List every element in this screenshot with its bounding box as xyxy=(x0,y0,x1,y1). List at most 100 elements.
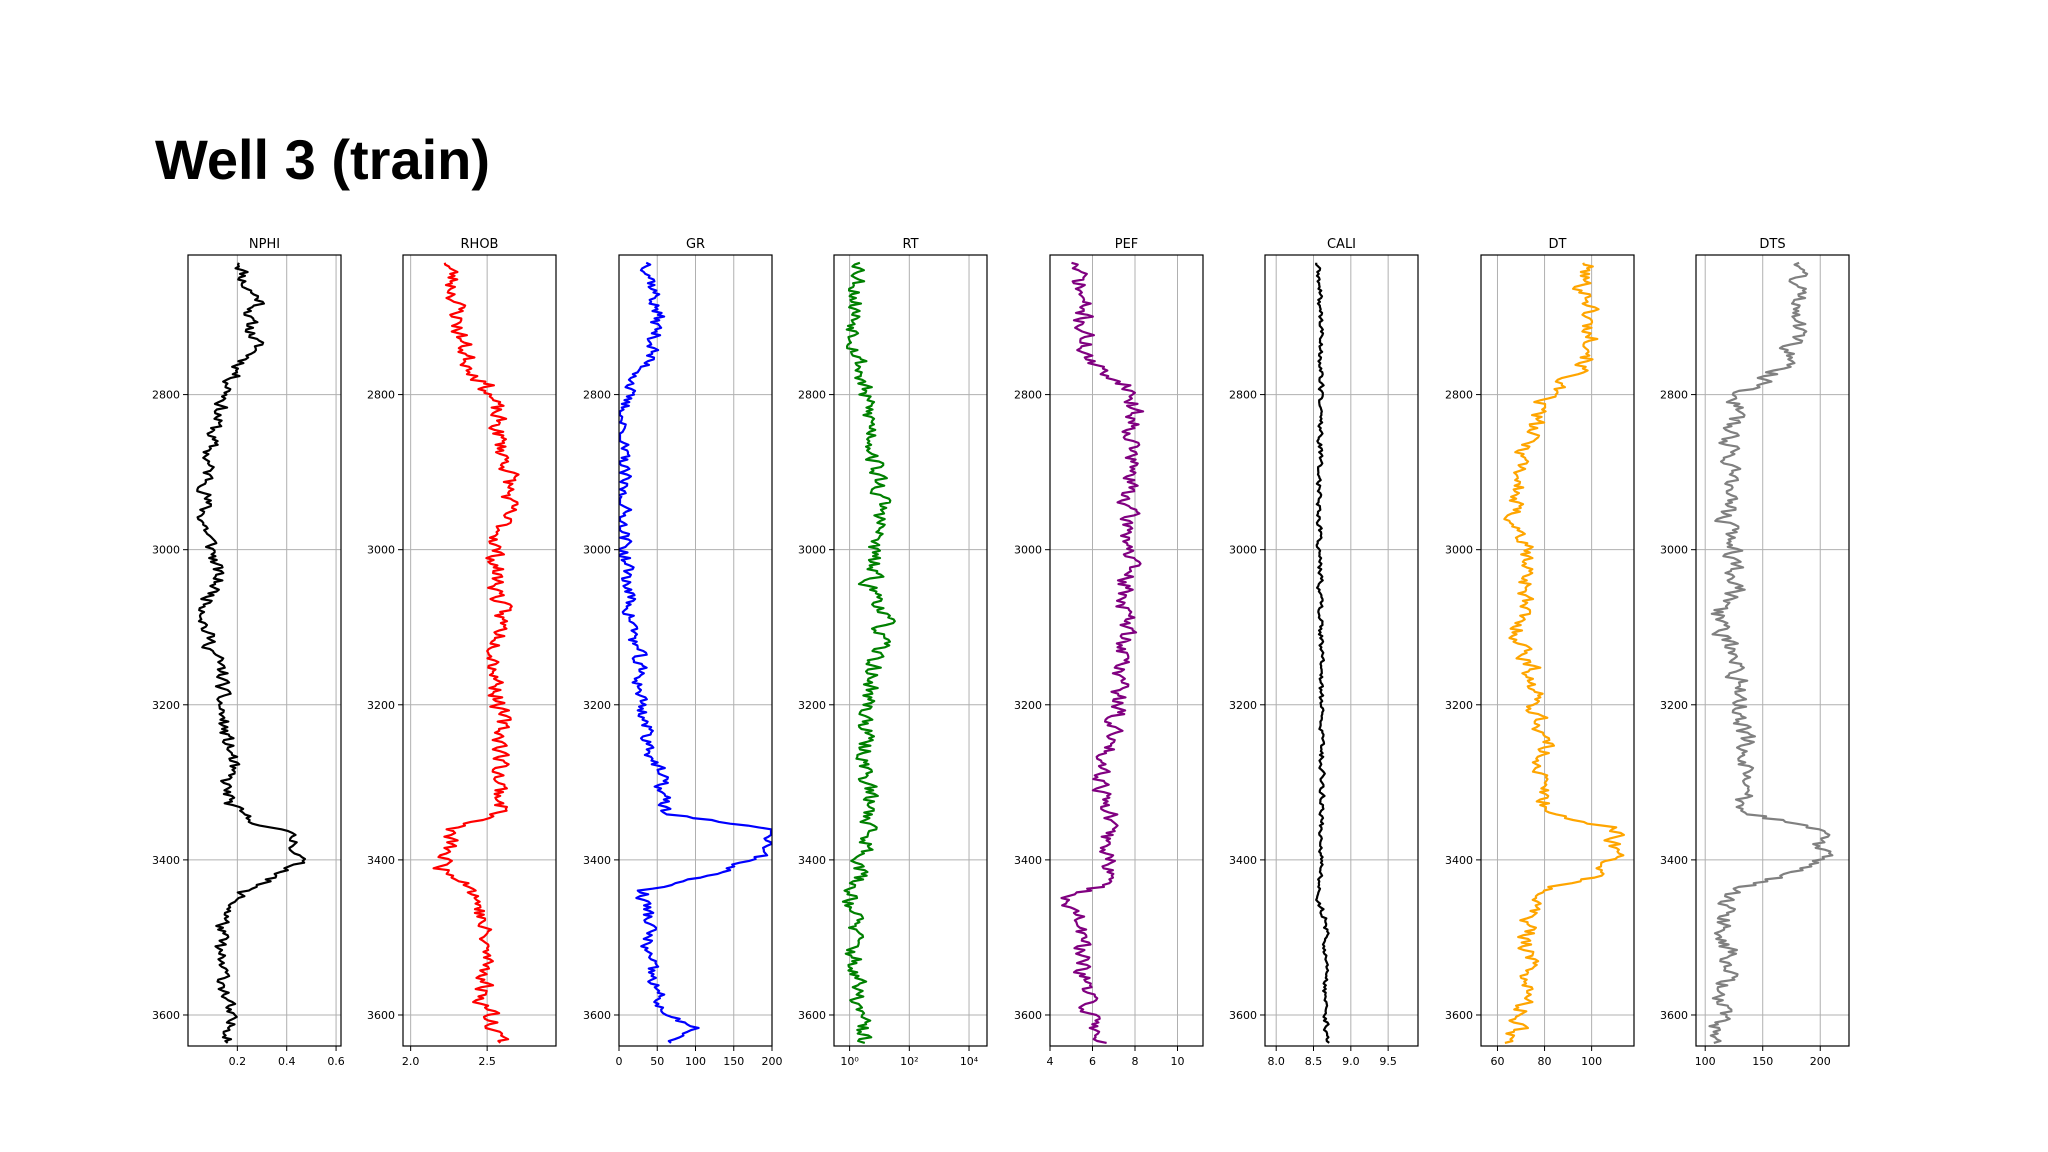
x-tick-label: 200 xyxy=(1810,1055,1831,1068)
x-tick-label: 8 xyxy=(1132,1055,1139,1068)
x-tick-label: 10⁴ xyxy=(960,1055,979,1068)
x-tick-label: 4 xyxy=(1047,1055,1054,1068)
x-tick-label: 80 xyxy=(1538,1055,1552,1068)
depth-tick-label: 3400 xyxy=(1229,854,1257,867)
depth-tick-label: 3200 xyxy=(1660,699,1688,712)
depth-tick-label: 3200 xyxy=(1014,699,1042,712)
x-tick-label: 2.0 xyxy=(402,1055,420,1068)
track-title: RHOB xyxy=(461,237,499,252)
track-nphi: NPHI 2800 3000 3200 3400 3600 0.2 0.4 0.6 xyxy=(152,237,345,1068)
depth-tick-label: 3600 xyxy=(1660,1009,1688,1022)
depth-tick-label: 3400 xyxy=(367,854,395,867)
depth-tick-label: 3400 xyxy=(152,854,180,867)
depth-tick-label: 3600 xyxy=(1445,1009,1473,1022)
depth-tick-label: 3400 xyxy=(1445,854,1473,867)
depth-tick-label: 3000 xyxy=(1445,544,1473,557)
depth-tick-label: 3200 xyxy=(152,699,180,712)
x-tick-label: 150 xyxy=(1752,1055,1773,1068)
x-tick-label: 100 xyxy=(685,1055,706,1068)
x-tick-label: 9.0 xyxy=(1342,1055,1360,1068)
x-tick-label: 10² xyxy=(900,1055,918,1068)
x-tick-label: 10⁰ xyxy=(840,1055,859,1068)
depth-tick-label: 3000 xyxy=(152,544,180,557)
depth-tick-label: 3000 xyxy=(798,544,826,557)
depth-tick-label: 2800 xyxy=(1014,389,1042,402)
depth-tick-label: 3000 xyxy=(1014,544,1042,557)
depth-tick-label: 3600 xyxy=(152,1009,180,1022)
slide-title: Well 3 (train) xyxy=(155,128,491,191)
track-title: DTS xyxy=(1759,237,1785,252)
depth-tick-label: 3200 xyxy=(1445,699,1473,712)
track-frame xyxy=(1695,254,1850,1047)
depth-tick-label: 3600 xyxy=(367,1009,395,1022)
depth-tick-label: 3000 xyxy=(583,544,611,557)
track-title: PEF xyxy=(1115,237,1139,252)
track-frame xyxy=(187,254,342,1047)
x-tick-label: 0.6 xyxy=(327,1055,345,1068)
x-tick-label: 8.0 xyxy=(1267,1055,1285,1068)
depth-tick-label: 3200 xyxy=(583,699,611,712)
track-dts: DTS 2800 3000 3200 3400 3600 100 150 200 xyxy=(1660,237,1850,1068)
depth-tick-label: 2800 xyxy=(152,389,180,402)
curve-dt xyxy=(1503,262,1626,1044)
track-title: GR xyxy=(686,237,705,252)
curve-gr xyxy=(618,261,773,1044)
depth-tick-label: 2800 xyxy=(1229,389,1257,402)
depth-tick-label: 2800 xyxy=(798,389,826,402)
curve-rt xyxy=(841,261,896,1044)
x-tick-label: 2.5 xyxy=(478,1055,496,1068)
depth-tick-label: 3600 xyxy=(798,1009,826,1022)
x-tick-label: 50 xyxy=(650,1055,664,1068)
curve-rhob xyxy=(432,262,520,1044)
depth-tick-label: 3000 xyxy=(1229,544,1257,557)
track-pef: PEF 2800 3000 3200 3400 3600 4 6 8 10 xyxy=(1014,237,1204,1068)
depth-tick-label: 3400 xyxy=(798,854,826,867)
depth-tick-label: 3400 xyxy=(1660,854,1688,867)
curve-dts xyxy=(1708,261,1834,1044)
curve-cali xyxy=(1315,262,1330,1044)
track-title: DT xyxy=(1549,237,1567,252)
depth-tick-label: 3000 xyxy=(367,544,395,557)
track-cali: CALI 2800 3000 3200 3400 3600 8.0 8.5 9.0 9.5 xyxy=(1229,237,1419,1068)
x-tick-label: 8.5 xyxy=(1305,1055,1323,1068)
track-title: RT xyxy=(902,237,918,252)
track-rt: RT 2800 3000 3200 3400 3600 10⁰ 10² 10⁴ xyxy=(798,237,988,1068)
track-rhob: RHOB 2800 3000 3200 3400 3600 2.0 2.5 xyxy=(367,237,557,1068)
x-tick-label: 150 xyxy=(723,1055,744,1068)
depth-tick-label: 3000 xyxy=(1660,544,1688,557)
x-tick-label: 100 xyxy=(1581,1055,1602,1068)
depth-tick-label: 3600 xyxy=(1229,1009,1257,1022)
curve-nphi xyxy=(196,262,306,1044)
track-title: NPHI xyxy=(249,237,280,252)
x-tick-label: 0 xyxy=(616,1055,623,1068)
track-frame xyxy=(1264,254,1419,1047)
track-gr: GR 2800 3000 3200 3400 3600 0 50 100 150 200 xyxy=(583,237,783,1068)
track-dt: DT 2800 3000 3200 3400 3600 60 80 100 xyxy=(1445,237,1635,1068)
track-frame xyxy=(833,254,988,1047)
curve-pef xyxy=(1060,261,1145,1044)
depth-tick-label: 3200 xyxy=(1229,699,1257,712)
x-tick-label: 100 xyxy=(1695,1055,1716,1068)
depth-tick-label: 3200 xyxy=(367,699,395,712)
depth-tick-label: 3600 xyxy=(1014,1009,1042,1022)
depth-tick-label: 3200 xyxy=(798,699,826,712)
depth-tick-label: 2800 xyxy=(1445,389,1473,402)
depth-tick-label: 2800 xyxy=(367,389,395,402)
x-tick-label: 0.4 xyxy=(278,1055,296,1068)
depth-tick-label: 3600 xyxy=(583,1009,611,1022)
x-tick-label: 9.5 xyxy=(1379,1055,1397,1068)
depth-tick-label: 2800 xyxy=(583,389,611,402)
track-frame xyxy=(402,254,557,1047)
track-frame xyxy=(1049,254,1204,1047)
x-tick-label: 0.2 xyxy=(229,1055,247,1068)
x-tick-label: 6 xyxy=(1089,1055,1096,1068)
x-tick-label: 10 xyxy=(1171,1055,1185,1068)
track-title: CALI xyxy=(1327,237,1356,252)
depth-tick-label: 3400 xyxy=(1014,854,1042,867)
track-frame xyxy=(1480,254,1635,1047)
depth-tick-label: 2800 xyxy=(1660,389,1688,402)
depth-tick-label: 3400 xyxy=(583,854,611,867)
x-tick-label: 60 xyxy=(1490,1055,1504,1068)
x-tick-label: 200 xyxy=(762,1055,783,1068)
